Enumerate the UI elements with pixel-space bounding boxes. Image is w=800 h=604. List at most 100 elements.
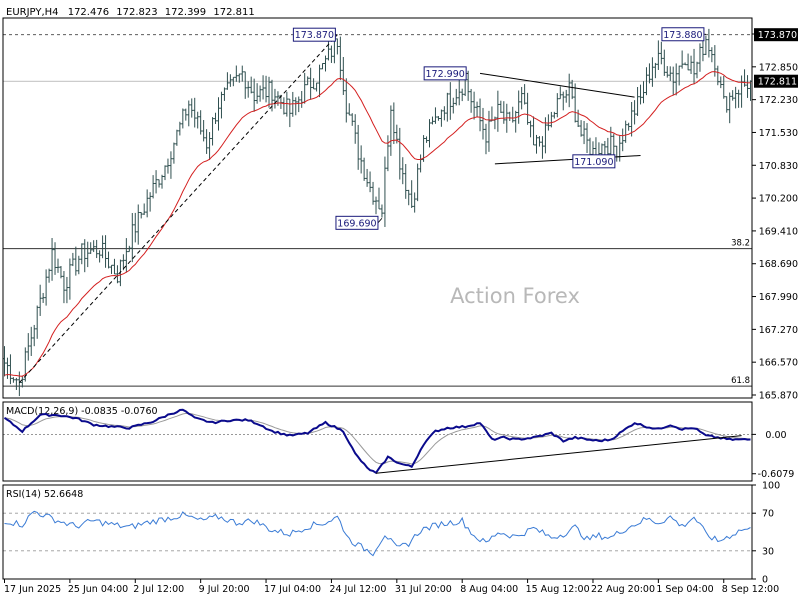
price-bar xyxy=(163,165,167,181)
price-bar xyxy=(567,73,571,108)
axis-price-box xyxy=(754,74,798,88)
price-bar xyxy=(413,192,417,213)
price-bar xyxy=(585,123,589,154)
price-bar xyxy=(496,90,500,132)
price-bar xyxy=(642,81,646,104)
price-bar xyxy=(416,163,420,202)
price-bar xyxy=(115,265,119,284)
header-open: 172.476 xyxy=(68,7,109,18)
macd-tick-label: 0.00 xyxy=(765,430,786,441)
price-bar xyxy=(291,91,295,117)
price-bar xyxy=(627,122,631,131)
price-bar xyxy=(734,86,738,109)
price-bar xyxy=(38,284,42,316)
price-bar xyxy=(172,142,176,164)
price-bar xyxy=(478,98,482,132)
price-bar xyxy=(564,89,568,103)
price-bar xyxy=(475,101,479,117)
price-bar xyxy=(74,246,78,276)
price-bar xyxy=(62,271,66,304)
price-bar xyxy=(124,238,128,273)
price-bar xyxy=(178,121,182,136)
price-bar xyxy=(540,136,544,159)
price-bar xyxy=(359,145,363,174)
rsi-tick-label: 0 xyxy=(762,575,768,586)
price-bar xyxy=(371,181,375,205)
price-bar xyxy=(20,375,24,388)
price-bar xyxy=(306,76,310,86)
price-bar xyxy=(338,36,342,81)
price-tick-label: 168.690 xyxy=(759,259,798,270)
price-bar xyxy=(621,128,625,152)
price-bar xyxy=(430,116,434,125)
price-bar xyxy=(466,70,470,101)
price-bar xyxy=(184,108,188,121)
price-bar xyxy=(472,91,476,120)
annotation-label: 171.090 xyxy=(574,157,613,168)
price-bar xyxy=(639,84,643,105)
price-bar xyxy=(433,107,437,124)
price-bar xyxy=(347,103,351,116)
price-bar xyxy=(151,175,155,199)
x-tick-label: 2 Jul 12:00 xyxy=(133,584,184,595)
price-bar xyxy=(228,74,232,87)
price-tick-label: 165.870 xyxy=(759,391,798,402)
price-bar xyxy=(294,97,298,116)
price-bar xyxy=(737,89,741,108)
price-bar xyxy=(579,120,583,137)
price-bar xyxy=(282,97,286,115)
price-bar xyxy=(731,90,735,101)
price-bar xyxy=(451,97,455,114)
price-bar xyxy=(576,109,580,127)
price-bar xyxy=(56,258,60,273)
price-bar xyxy=(41,292,45,303)
price-bar xyxy=(71,252,75,267)
price-bar xyxy=(537,136,541,147)
price-bar xyxy=(112,258,116,275)
price-bar xyxy=(8,354,12,385)
price-bar xyxy=(469,88,473,113)
price-bar xyxy=(502,101,506,124)
price-bar xyxy=(401,157,405,185)
price-bar xyxy=(407,189,411,206)
rsi-tick-label: 30 xyxy=(762,546,774,557)
price-bar xyxy=(50,238,54,281)
pane-frame-2 xyxy=(2,484,753,580)
annotation-label: 172.990 xyxy=(426,69,465,80)
price-bar xyxy=(205,129,209,154)
annotation-label: 169.690 xyxy=(337,218,376,229)
price-bar xyxy=(520,86,524,110)
price-bar xyxy=(392,102,396,145)
price-bar xyxy=(249,76,253,94)
moving-average-line xyxy=(4,71,751,377)
price-bar xyxy=(187,100,191,127)
x-tick-label: 8 Sep 12:00 xyxy=(722,584,779,595)
price-tick-label: 172.850 xyxy=(759,62,798,73)
price-bar xyxy=(659,41,663,65)
rsi-tick-label: 70 xyxy=(762,509,774,520)
axes-layer: 173.570172.850172.230171.530170.830170.2… xyxy=(2,17,798,595)
price-bar xyxy=(546,114,550,131)
price-bar xyxy=(246,81,250,98)
header-close: 172.811 xyxy=(213,7,254,18)
annotation-box xyxy=(335,215,379,230)
price-bar xyxy=(368,171,372,193)
price-tick-label: 172.230 xyxy=(759,95,798,106)
price-bar xyxy=(716,65,720,86)
price-bar xyxy=(439,109,443,127)
rsi-line xyxy=(4,510,751,557)
rsi-layer xyxy=(3,510,752,557)
price-bar xyxy=(231,76,235,87)
annotation-box xyxy=(661,27,705,42)
price-bar xyxy=(644,67,648,96)
price-bar xyxy=(77,255,81,275)
price-bar xyxy=(181,108,185,129)
pane-frame-1 xyxy=(2,401,753,482)
candles-layer xyxy=(3,28,752,397)
macd-signal-line xyxy=(4,412,751,465)
price-bar xyxy=(297,96,301,113)
price-bar xyxy=(668,66,672,81)
price-bar xyxy=(389,105,393,156)
macd-line xyxy=(3,408,751,475)
price-bar xyxy=(318,64,322,98)
